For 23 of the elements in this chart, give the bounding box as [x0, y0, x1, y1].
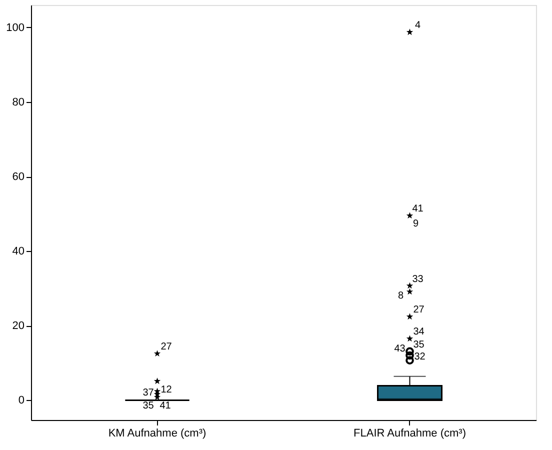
annotation: 33 — [412, 274, 424, 285]
annotation: 8 — [398, 290, 404, 302]
y-tick-label: 80 — [12, 96, 24, 108]
annotation: 32 — [414, 351, 426, 362]
annotation: 43 — [394, 343, 406, 354]
annotation: 41 — [412, 204, 424, 215]
annotation: 9 — [412, 218, 419, 230]
x-tick-label: KM Aufnahme (cm³) — [108, 428, 206, 440]
x-tick-label: FLAIR Aufnahme (cm³) — [354, 428, 466, 440]
annotation: 12 — [160, 384, 172, 396]
annotation: 35 — [413, 340, 425, 351]
annotation: 37 — [142, 387, 154, 398]
y-tick-label: 0 — [18, 394, 24, 407]
annotation: 27 — [160, 342, 172, 353]
annotation: 4 — [414, 20, 421, 32]
annotation: 35 — [142, 400, 154, 412]
y-tick-label: 100 — [6, 22, 24, 34]
annotation: 41 — [160, 400, 172, 412]
y-tick-label: 60 — [12, 171, 24, 184]
annotation: 27 — [413, 304, 425, 316]
y-tick-label: 20 — [12, 320, 24, 332]
annotation: 34 — [413, 326, 425, 338]
y-tick-label: 40 — [12, 246, 24, 258]
